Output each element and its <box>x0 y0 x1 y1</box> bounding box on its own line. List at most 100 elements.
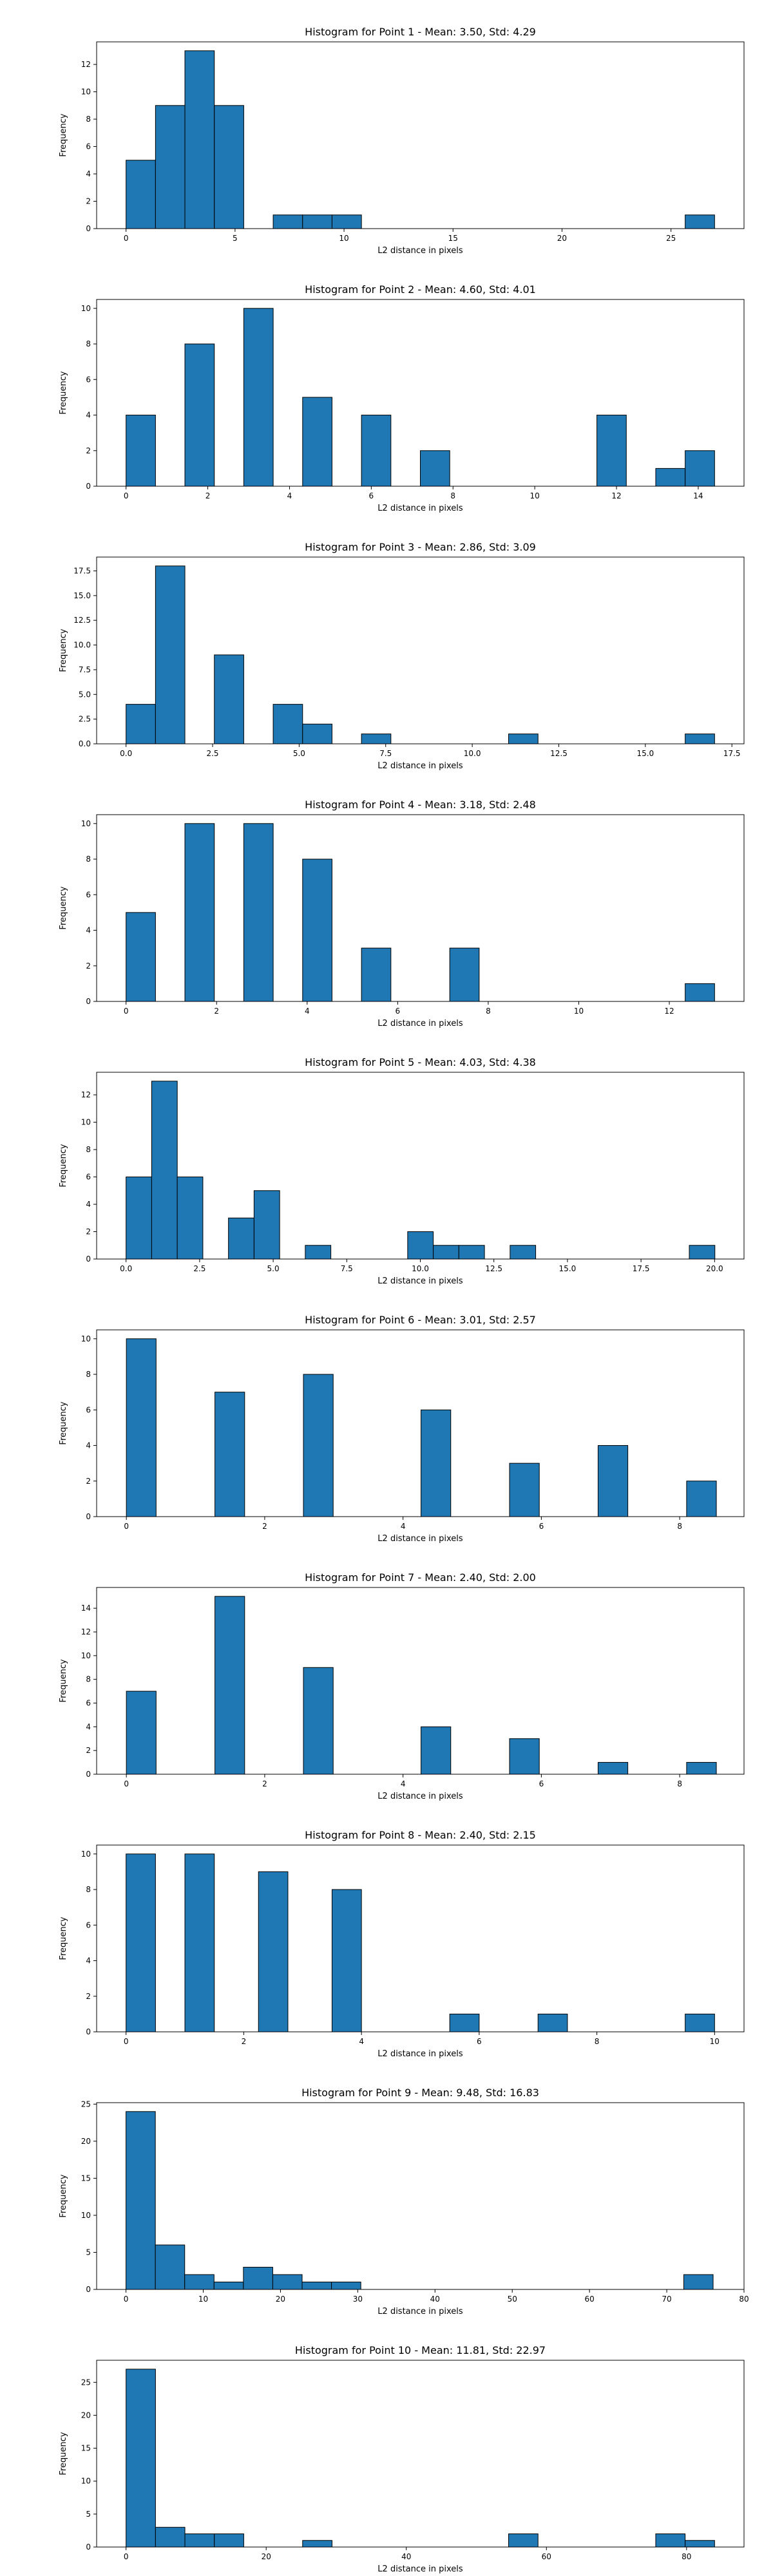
histogram-bar <box>302 2540 332 2548</box>
histogram-bar <box>253 1190 280 1260</box>
chart-title: Histogram for Point 1 - Mean: 3.50, Std:… <box>305 26 536 38</box>
x-tick-label: 8 <box>677 1522 682 1531</box>
y-tick-label: 8 <box>86 855 91 864</box>
histogram-chart-5: Histogram for Point 5 - Mean: 4.03, Std:… <box>59 1056 745 1286</box>
y-axis-label: Frequency <box>59 1144 68 1187</box>
histogram-bar <box>689 1245 716 1260</box>
histogram-bar <box>214 654 244 744</box>
x-tick-label: 60 <box>585 2295 595 2304</box>
x-tick-label: 2 <box>262 1779 267 1788</box>
x-axis-label: L2 distance in pixels <box>377 1792 463 1801</box>
y-tick-label: 6 <box>86 890 91 899</box>
histogram-bar <box>508 734 539 744</box>
x-tick-label: 2 <box>205 491 211 500</box>
y-tick-label: 6 <box>86 375 91 384</box>
y-axis-label: Frequency <box>59 113 68 156</box>
x-tick-label: 40 <box>401 2552 411 2561</box>
histogram-bar <box>686 1481 717 1517</box>
x-tick-label: 7.5 <box>379 749 392 758</box>
x-tick-label: 0.0 <box>120 1264 132 1273</box>
histogram-bar <box>228 1217 254 1260</box>
y-tick-label: 15 <box>81 2444 91 2453</box>
chart-title: Histogram for Point 4 - Mean: 3.18, Std:… <box>305 799 536 811</box>
x-tick-label: 20 <box>262 2552 271 2561</box>
y-tick-label: 0 <box>86 1512 91 1521</box>
x-tick-label: 15 <box>448 234 458 243</box>
x-tick-label: 10 <box>198 2295 208 2304</box>
x-tick-label: 12.5 <box>550 749 568 758</box>
x-tick-label: 6 <box>369 491 374 500</box>
x-tick-label: 6 <box>539 1522 544 1531</box>
histogram-panel-8: Histogram for Point 8 - Mean: 2.40, Std:… <box>0 1803 773 2061</box>
histogram-chart-6: Histogram for Point 6 - Mean: 3.01, Std:… <box>59 1314 745 1544</box>
axes-frame <box>96 1844 745 2032</box>
histogram-bar <box>184 343 215 487</box>
x-tick-label: 10.0 <box>412 1264 429 1273</box>
y-tick-label: 2 <box>86 1992 91 2001</box>
x-tick-label: 2 <box>262 1522 267 1531</box>
histogram-bar <box>421 1409 452 1517</box>
histogram-bar <box>126 1853 156 2032</box>
histogram-bar <box>686 1762 717 1775</box>
histogram-bar <box>177 1177 204 1260</box>
x-tick-label: 17.5 <box>633 1264 650 1273</box>
y-axis-label: Frequency <box>59 2174 68 2217</box>
histogram-bar <box>126 2369 156 2548</box>
x-tick-label: 15.0 <box>559 1264 577 1273</box>
histogram-bar <box>302 723 332 744</box>
histogram-bar <box>155 565 186 744</box>
histogram-chart-7: Histogram for Point 7 - Mean: 2.40, Std:… <box>59 1571 745 1801</box>
histogram-bar <box>433 1245 459 1260</box>
histogram-bar <box>155 2244 186 2290</box>
x-tick-label: 0 <box>124 2552 129 2561</box>
y-tick-label: 20 <box>81 2137 91 2146</box>
x-tick-label: 0 <box>124 1007 129 1016</box>
x-axis-label: L2 distance in pixels <box>377 1019 463 1028</box>
histogram-bar <box>361 415 392 487</box>
chart-title: Histogram for Point 5 - Mean: 4.03, Std:… <box>305 1056 536 1068</box>
histogram-panel-10: Histogram for Point 10 - Mean: 11.81, St… <box>0 2318 773 2576</box>
histogram-bar <box>243 823 274 1002</box>
x-tick-label: 30 <box>353 2295 363 2304</box>
x-tick-label: 10 <box>339 234 348 243</box>
y-tick-label: 8 <box>86 1370 91 1379</box>
y-tick-label: 2 <box>86 1477 91 1486</box>
y-tick-label: 4 <box>86 1200 91 1209</box>
y-tick-label: 2 <box>86 1746 91 1755</box>
x-axis-label: L2 distance in pixels <box>377 504 463 513</box>
y-tick-label: 10 <box>81 1651 91 1660</box>
y-tick-label: 8 <box>86 1675 91 1684</box>
histogram-bar <box>655 468 686 487</box>
y-tick-label: 15 <box>81 2174 91 2183</box>
histogram-bar <box>213 2281 244 2290</box>
y-tick-label: 25 <box>81 2378 91 2387</box>
x-axis-label: L2 distance in pixels <box>377 2564 463 2574</box>
histogram-bar <box>509 1463 540 1517</box>
y-tick-label: 0 <box>86 2285 91 2294</box>
chart-title: Histogram for Point 9 - Mean: 9.48, Std:… <box>301 2087 539 2099</box>
x-tick-label: 80 <box>739 2295 749 2304</box>
histogram-bar <box>184 2533 215 2548</box>
x-tick-label: 0 <box>124 2037 129 2046</box>
axes-frame <box>96 41 745 229</box>
histogram-bar <box>685 2540 715 2548</box>
y-tick-label: 10 <box>81 304 91 313</box>
histogram-bar <box>272 2274 303 2290</box>
x-tick-label: 17.5 <box>723 749 741 758</box>
histogram-bar <box>126 160 156 229</box>
x-tick-label: 15.0 <box>636 749 654 758</box>
x-tick-label: 0.0 <box>120 749 132 758</box>
histogram-chart-10: Histogram for Point 10 - Mean: 11.81, St… <box>59 2344 745 2574</box>
histogram-bar <box>126 1177 152 1260</box>
y-tick-label: 7.5 <box>79 665 91 674</box>
y-tick-label: 8 <box>86 339 91 348</box>
chart-title: Histogram for Point 8 - Mean: 2.40, Std:… <box>305 1829 536 1841</box>
x-tick-label: 8 <box>450 491 455 500</box>
histogram-bar <box>126 1690 157 1775</box>
histogram-bar <box>361 734 392 744</box>
x-tick-label: 25 <box>666 234 676 243</box>
y-tick-label: 2 <box>86 1227 91 1236</box>
histogram-bar <box>302 858 332 1002</box>
histogram-bar <box>303 1374 334 1517</box>
histogram-bar <box>407 1231 434 1260</box>
